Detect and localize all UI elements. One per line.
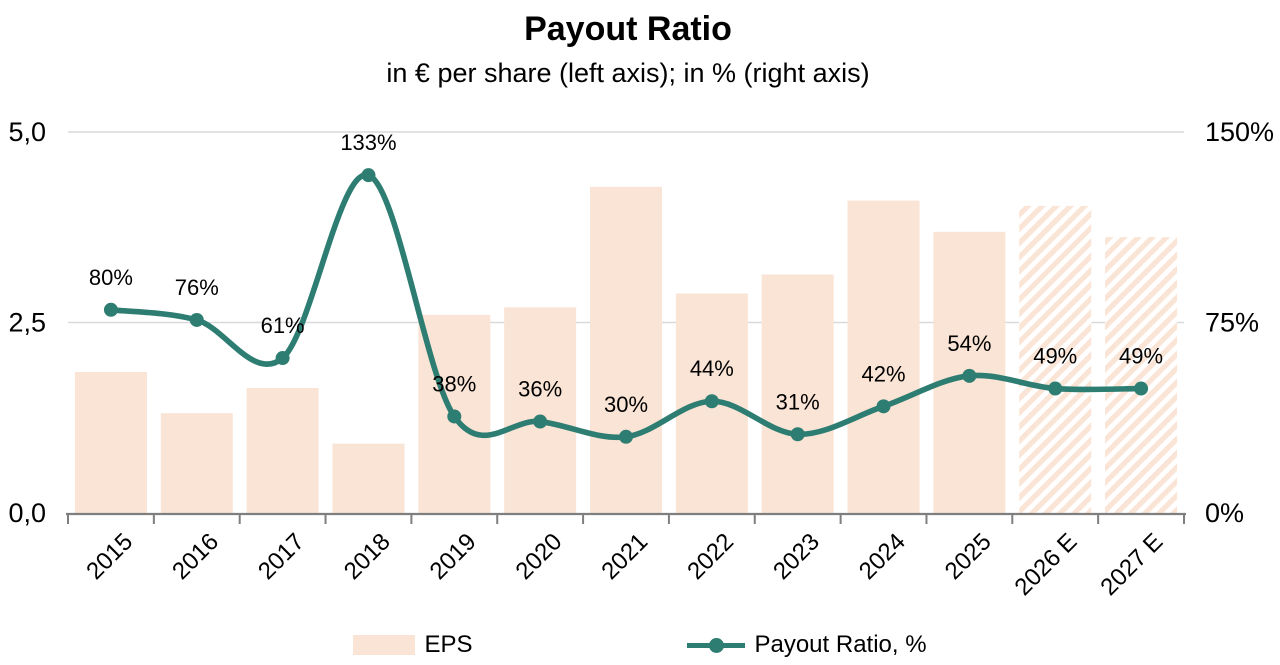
x-axis-label: 2021 bbox=[596, 528, 653, 585]
x-axis-label: 2015 bbox=[81, 528, 138, 585]
chart-legend: EPS Payout Ratio, % bbox=[0, 631, 1280, 659]
payout-data-label: 44% bbox=[690, 356, 734, 381]
left-axis-tick-label: 2,5 bbox=[8, 308, 46, 338]
payout-marker bbox=[876, 399, 891, 414]
chart-title: Payout Ratio bbox=[524, 10, 732, 48]
x-axis-label: 2026 E bbox=[1010, 528, 1083, 601]
payout-data-label: 76% bbox=[175, 275, 219, 300]
x-axis-label: 2027 E bbox=[1095, 528, 1168, 601]
payout-marker bbox=[619, 429, 633, 444]
x-axis-label: 2017 bbox=[253, 528, 310, 585]
eps-bar bbox=[332, 443, 405, 513]
eps-bar bbox=[246, 388, 319, 513]
payout-data-label: 42% bbox=[862, 361, 906, 386]
x-axis-label: 2016 bbox=[167, 528, 224, 585]
payout-data-label: 133% bbox=[340, 130, 396, 155]
payout-marker bbox=[1048, 381, 1063, 396]
payout-data-label: 54% bbox=[947, 331, 991, 356]
x-axis-label: 2019 bbox=[425, 528, 482, 585]
eps-bar-estimated bbox=[1105, 237, 1178, 513]
payout-data-label: 38% bbox=[432, 371, 476, 396]
legend-item-payout-ratio: Payout Ratio, % bbox=[687, 631, 927, 659]
payout-marker bbox=[447, 409, 462, 424]
legend-marker-icon bbox=[709, 638, 725, 653]
payout-data-label: 31% bbox=[776, 389, 820, 414]
x-axis-label: 2018 bbox=[339, 528, 396, 585]
x-axis-label: 2023 bbox=[768, 528, 825, 585]
x-axis-label: 2020 bbox=[511, 528, 568, 585]
chart-subtitle: in € per share (left axis); in % (right … bbox=[386, 58, 870, 88]
payout-marker bbox=[704, 394, 719, 409]
x-axis-label: 2025 bbox=[940, 528, 997, 585]
right-axis-tick-label: 150% bbox=[1205, 117, 1274, 147]
payout-marker bbox=[275, 351, 290, 366]
payout-marker bbox=[103, 302, 118, 317]
left-axis-tick-label: 0,0 bbox=[8, 498, 46, 528]
eps-bar bbox=[761, 274, 834, 513]
payout-data-label: 49% bbox=[1119, 344, 1163, 369]
x-axis-label: 2024 bbox=[854, 528, 911, 585]
payout-marker bbox=[1134, 381, 1149, 396]
eps-bar bbox=[847, 200, 920, 513]
payout-marker bbox=[962, 368, 977, 383]
eps-swatch-icon bbox=[353, 635, 416, 655]
right-axis-tick-label: 0% bbox=[1205, 498, 1244, 528]
payout-marker bbox=[790, 427, 805, 442]
payout-data-label: 49% bbox=[1033, 344, 1077, 369]
payout-marker bbox=[533, 414, 548, 429]
eps-bar bbox=[160, 413, 233, 513]
right-axis-tick-label: 75% bbox=[1205, 308, 1259, 338]
eps-bar-estimated bbox=[1019, 205, 1092, 513]
legend-item-eps: EPS bbox=[353, 631, 472, 659]
eps-bar bbox=[74, 372, 147, 513]
payout-data-label: 80% bbox=[89, 265, 133, 290]
payout-data-label: 30% bbox=[604, 392, 648, 417]
payout-marker bbox=[361, 168, 376, 183]
legend-label-eps: EPS bbox=[424, 631, 473, 658]
payout-line-swatch-icon bbox=[687, 635, 746, 655]
legend-label-payout-ratio: Payout Ratio, % bbox=[754, 631, 927, 658]
x-axis-label: 2022 bbox=[682, 528, 739, 585]
eps-bar bbox=[590, 186, 662, 513]
eps-bar bbox=[504, 307, 577, 513]
payout-marker bbox=[189, 312, 204, 327]
left-axis-tick-label: 5,0 bbox=[8, 117, 46, 147]
payout-data-label: 61% bbox=[261, 313, 305, 338]
payout-data-label: 36% bbox=[518, 377, 562, 402]
